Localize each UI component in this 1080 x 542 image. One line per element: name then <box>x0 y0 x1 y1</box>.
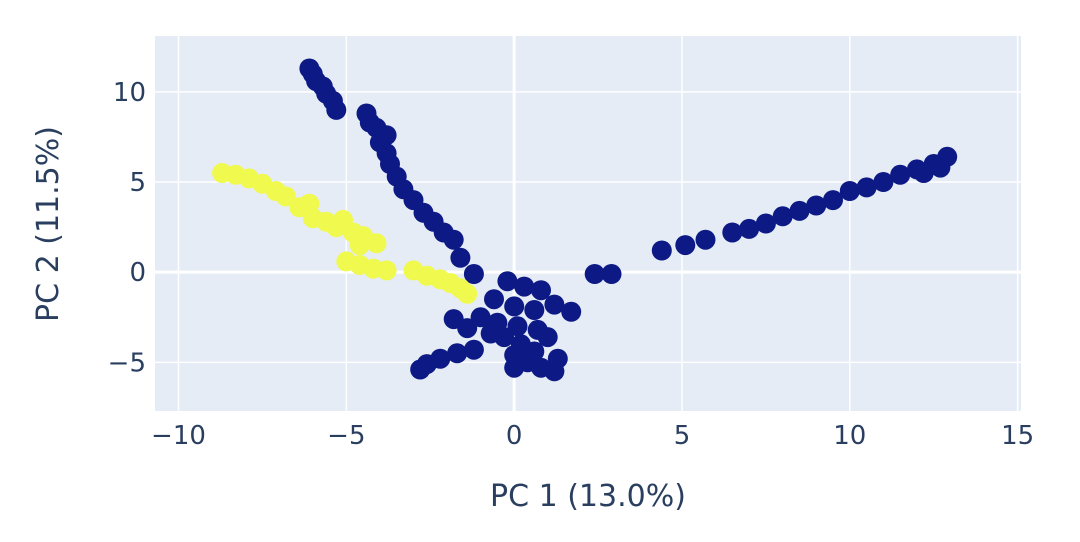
data-point <box>470 307 491 328</box>
data-point <box>890 164 911 185</box>
data-point <box>839 181 860 201</box>
data-point <box>755 213 776 234</box>
data-point <box>463 264 484 284</box>
x-tick-label: 10 <box>833 421 866 451</box>
y-tick-label: 10 <box>113 78 146 108</box>
data-point <box>930 157 951 178</box>
data-point <box>507 316 528 337</box>
data-point <box>349 235 370 256</box>
data-point <box>443 229 464 250</box>
data-point <box>463 339 484 360</box>
data-point <box>739 218 760 239</box>
y-tick-label: 5 <box>129 168 146 198</box>
data-point <box>695 229 716 250</box>
data-point <box>366 233 387 254</box>
data-point <box>651 240 672 261</box>
x-axis-title: PC 1 (13.0%) <box>490 479 686 514</box>
y-axis-title: PC 2 (11.5%) <box>31 126 66 322</box>
data-point <box>275 186 296 207</box>
data-point <box>873 172 894 192</box>
data-point <box>524 300 545 320</box>
data-point <box>772 206 793 227</box>
plot-background <box>155 36 1021 411</box>
data-point <box>497 271 518 292</box>
x-tick-label: 5 <box>674 421 691 451</box>
data-point <box>544 294 565 315</box>
data-point <box>913 163 934 183</box>
y-tick-label: 0 <box>129 258 146 288</box>
x-tick-label: −5 <box>327 421 365 451</box>
data-point <box>376 260 397 281</box>
y-axis-ticks: −5 0 5 10 <box>108 78 146 378</box>
data-point <box>443 309 464 330</box>
data-point <box>457 283 478 304</box>
data-point <box>547 348 568 369</box>
data-point <box>584 264 605 284</box>
data-point <box>410 359 431 380</box>
data-point <box>450 247 471 268</box>
data-point <box>789 200 810 221</box>
x-axis-ticks: −10 −5 0 5 10 15 <box>151 421 1034 451</box>
data-point <box>675 235 696 256</box>
y-tick-label: −5 <box>108 348 146 378</box>
data-point <box>601 264 622 284</box>
data-point <box>524 341 545 362</box>
x-tick-label: 15 <box>1001 421 1034 451</box>
data-point <box>504 296 525 317</box>
data-point <box>326 99 347 120</box>
data-point <box>722 222 743 243</box>
data-point <box>561 301 582 322</box>
data-point <box>447 343 468 364</box>
data-point <box>480 323 501 344</box>
data-point <box>856 177 877 198</box>
data-points <box>212 58 958 382</box>
data-point <box>484 289 504 310</box>
data-point <box>823 190 843 211</box>
data-point <box>537 327 558 348</box>
x-tick-label: 0 <box>506 421 523 451</box>
x-tick-label: −10 <box>151 421 206 451</box>
data-point <box>514 276 535 297</box>
data-point <box>806 195 827 216</box>
data-point <box>531 280 551 301</box>
data-point <box>504 357 525 378</box>
